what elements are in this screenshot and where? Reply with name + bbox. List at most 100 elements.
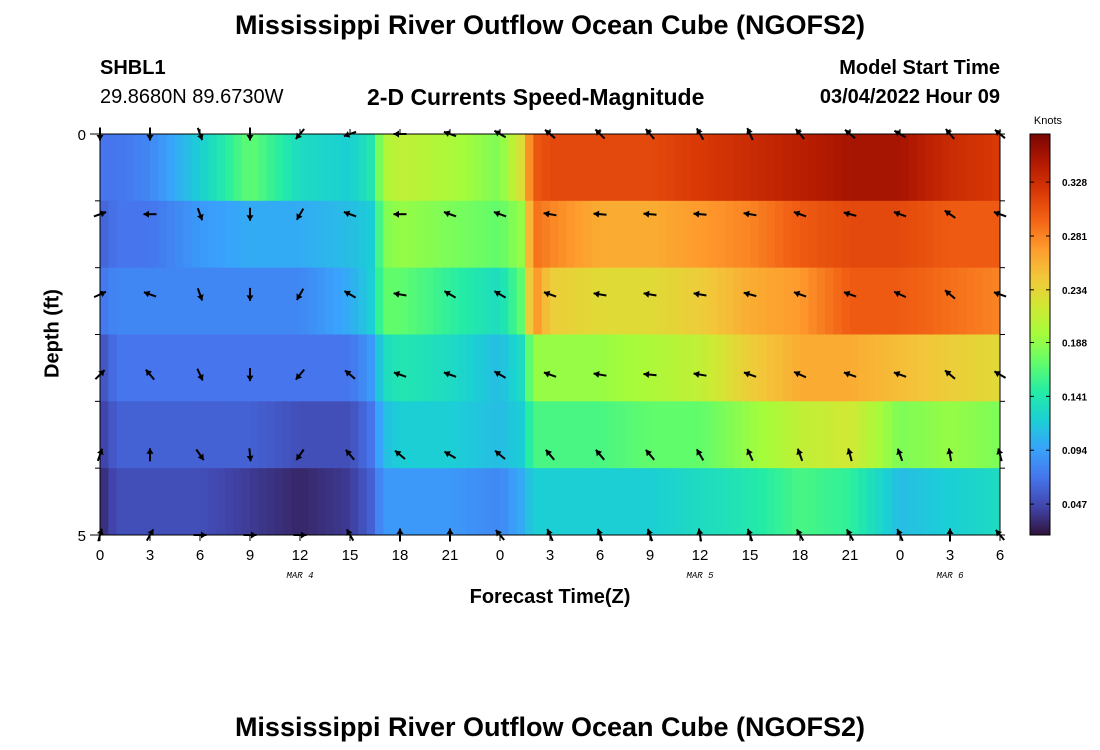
heatmap-cell (633, 134, 643, 202)
heatmap-cell (408, 401, 418, 469)
heatmap-cell (391, 267, 401, 336)
heatmap-cell (925, 267, 934, 336)
heatmap-cell (250, 267, 259, 336)
heatmap-cell (825, 468, 834, 535)
heatmap-cell (850, 401, 859, 469)
heatmap-cell (708, 401, 718, 469)
heatmap-cell (216, 334, 226, 402)
heatmap-cell (175, 200, 184, 269)
heatmap-cell (275, 468, 284, 535)
heatmap-cell (333, 200, 343, 269)
heatmap-cell (983, 134, 993, 202)
heatmap-cell (283, 200, 293, 269)
heatmap-cell (425, 200, 434, 269)
heatmap-cell (350, 267, 359, 336)
heatmap-cell (325, 334, 334, 402)
heatmap-cell (316, 200, 326, 269)
heatmap-cell (500, 334, 509, 402)
heatmap-cell (708, 267, 718, 336)
heatmap-cell (983, 401, 993, 469)
heatmap-cell (466, 267, 476, 336)
heatmap-cell (641, 200, 651, 269)
heatmap-cell (191, 334, 201, 402)
heatmap-cell (108, 468, 118, 535)
heatmap-cell (716, 267, 726, 336)
heatmap-cell (591, 134, 601, 202)
heatmap-cell (883, 401, 893, 469)
heatmap-cell (208, 334, 218, 402)
x-tick-label: 12 (692, 547, 709, 564)
heatmap-cell (608, 401, 618, 469)
heatmap-cell (841, 334, 851, 402)
heatmap-cell (891, 134, 901, 202)
heatmap-cell (866, 468, 876, 535)
heatmap-cell (233, 267, 243, 336)
x-axis-label: Forecast Time(Z) (469, 586, 631, 608)
heatmap-cell (241, 401, 251, 469)
heatmap-cell (650, 334, 659, 402)
heatmap-cell (766, 468, 776, 535)
x-tick-label: 18 (792, 547, 809, 564)
heatmap-cell (808, 334, 818, 402)
heatmap-cell (900, 401, 909, 469)
heatmap-cell (525, 134, 534, 202)
heatmap-cell (108, 267, 118, 336)
heatmap-cell (116, 134, 126, 202)
heatmap-cell (508, 267, 518, 336)
heatmap-cell (125, 401, 134, 469)
current-arrow (543, 371, 557, 378)
heatmap-cell (616, 267, 626, 336)
heatmap-cell (141, 200, 151, 269)
heatmap-cell (958, 468, 968, 535)
heatmap-cell (216, 401, 226, 469)
heatmap-cell (125, 334, 134, 402)
heatmap-cell (133, 334, 143, 402)
heatmap-cell (608, 200, 618, 269)
heatmap-cell (775, 267, 784, 336)
heatmap-cell (650, 267, 659, 336)
heatmap-cell (150, 200, 159, 269)
heatmap-cell (941, 401, 951, 469)
heatmap-cell (225, 334, 234, 402)
heatmap-cell (900, 267, 909, 336)
current-arrow (246, 287, 254, 301)
heatmap-cell (758, 468, 768, 535)
heatmap-cell (300, 267, 309, 336)
heatmap-cell (225, 468, 234, 535)
model-start-label: Model Start Time (839, 57, 1000, 79)
heatmap-cell (416, 401, 426, 469)
heatmap-cell (791, 401, 801, 469)
heatmap-cell (741, 468, 751, 535)
heatmap-cell (250, 200, 259, 269)
heatmap-cell (391, 134, 401, 202)
current-arrow (543, 290, 557, 298)
heatmap-cell (891, 468, 901, 535)
heatmap-cell (533, 267, 543, 336)
x-tick-label: 21 (842, 547, 859, 564)
heatmap-cell (875, 468, 884, 535)
heatmap-cell (658, 468, 668, 535)
heatmap-cell (316, 134, 326, 202)
heatmap-cell (733, 334, 743, 402)
heatmap-cell (591, 334, 601, 402)
heatmap-cell (433, 267, 443, 336)
heatmap-cell (616, 334, 626, 402)
heatmap-cell (433, 334, 443, 402)
heatmap-cell (850, 200, 859, 269)
heatmap-cell (616, 468, 626, 535)
heatmap-cell (925, 200, 934, 269)
heatmap-cell (483, 267, 493, 336)
heatmap-cell (750, 401, 759, 469)
heatmap-cell (166, 200, 176, 269)
x-tick-label: 0 (496, 547, 504, 564)
current-arrow (643, 371, 657, 378)
heatmap-cell (591, 401, 601, 469)
heatmap-cell (683, 334, 693, 402)
current-arrow (595, 449, 605, 461)
heatmap-cell (291, 334, 301, 402)
heatmap-cell (183, 134, 193, 202)
heatmap-cell (575, 401, 584, 469)
heatmap-cell (633, 267, 643, 336)
heatmap-cell (516, 134, 526, 202)
